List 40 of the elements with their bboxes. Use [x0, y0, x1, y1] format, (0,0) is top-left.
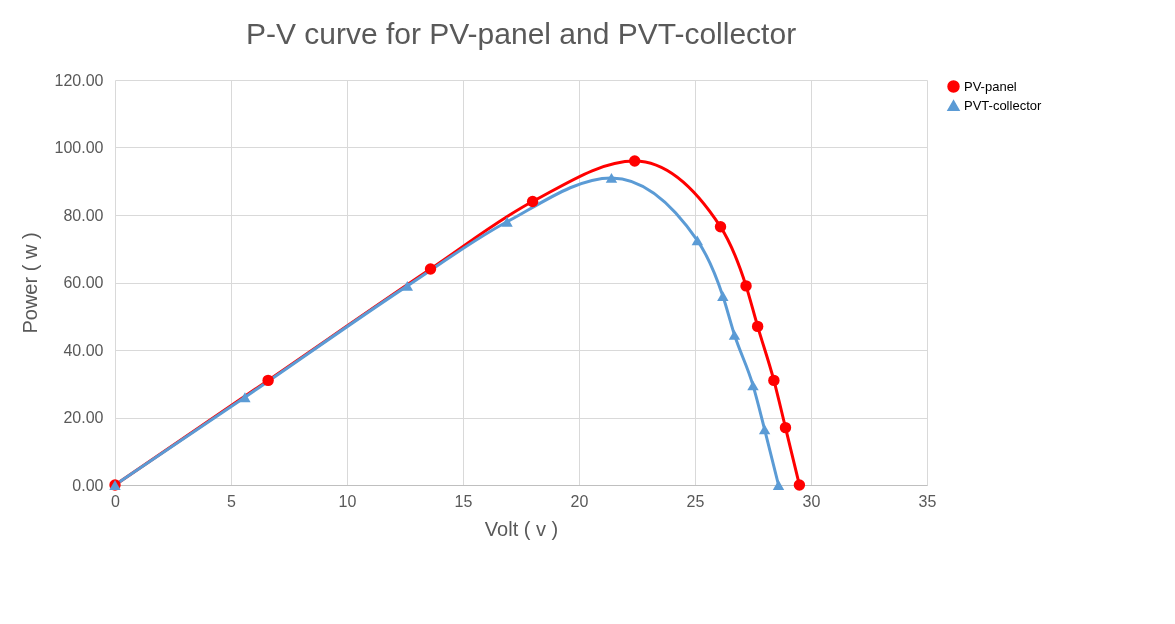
x-axis-title: Volt ( v ): [484, 517, 559, 540]
x-tick-label: 30: [802, 492, 821, 510]
y-tick-label: 0.00: [72, 476, 104, 494]
x-tick-label: 15: [454, 492, 473, 510]
point: [772, 480, 785, 490]
x-tick-label: 0: [111, 492, 121, 510]
point: [758, 424, 771, 435]
y-tick-label: 40.00: [63, 341, 104, 359]
chart-title: P-V curve for PV-panel and PVT-collector: [245, 17, 797, 50]
y-tick-label: 120.00: [54, 71, 104, 89]
point: [526, 195, 539, 208]
y-tick-label: 60.00: [63, 274, 104, 291]
point: [768, 374, 780, 387]
y-axis-title: Power ( w ): [18, 232, 41, 334]
point: [239, 392, 251, 403]
y-tick-label: 20.00: [63, 409, 104, 426]
point: [401, 280, 414, 291]
x-tick-label: 35: [918, 492, 937, 510]
x-tick-label: 10: [338, 492, 357, 510]
y-tick-label: 100.00: [54, 139, 104, 156]
point: [751, 320, 764, 333]
legend-label: PV-panel: [964, 78, 1017, 94]
point: [628, 155, 641, 167]
x-tick-label: 25: [686, 492, 705, 510]
point: [501, 216, 513, 227]
x-tick-label: 5: [227, 492, 237, 510]
point: [605, 172, 618, 183]
point: [793, 479, 806, 491]
point: [779, 421, 792, 434]
y-tick-label: 80.00: [63, 206, 104, 224]
point: [424, 263, 437, 275]
point: [714, 221, 727, 233]
x-tick-label: 20: [570, 492, 589, 510]
legend-label: PVT-collector: [964, 97, 1042, 113]
point: [728, 329, 741, 340]
point: [747, 380, 759, 391]
point: [691, 235, 704, 246]
point: [740, 280, 752, 292]
point: [262, 374, 274, 387]
point: [717, 291, 729, 301]
